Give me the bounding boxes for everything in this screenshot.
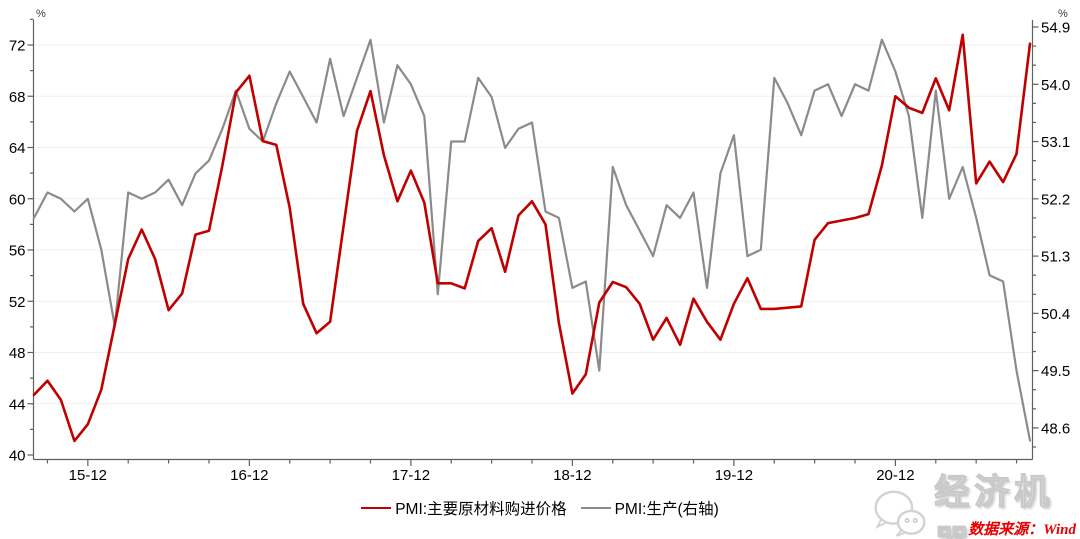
left-axis-tick-label: 44 xyxy=(9,396,26,413)
series-line-purchase-price xyxy=(32,33,1032,443)
right-axis-tick-label: 49.5 xyxy=(1041,363,1070,380)
right-axis-tick-label: 54.0 xyxy=(1041,77,1070,94)
left-axis-tick-label: 72 xyxy=(9,38,26,55)
right-axis-unit-label: % xyxy=(1058,8,1068,20)
left-axis-tick-label: 40 xyxy=(9,448,26,465)
left-axis-tick-label: 68 xyxy=(9,89,26,106)
left-axis-tick-label: 56 xyxy=(9,243,26,260)
legend-label-production: PMI:生产(右轴) xyxy=(614,501,719,518)
legend-item-purchase-price: PMI:主要原材料购进价格 xyxy=(361,497,567,519)
legend-item-production: PMI:生产(右轴) xyxy=(580,497,719,519)
legend-label-purchase-price: PMI:主要原材料购进价格 xyxy=(395,501,567,518)
left-axis-tick-label: 60 xyxy=(9,191,26,208)
x-axis-tick-label: 15-12 xyxy=(69,467,107,484)
left-axis-unit-label: % xyxy=(36,8,46,20)
left-axis-tick-label: 48 xyxy=(9,345,26,362)
x-axis-tick-label: 17-12 xyxy=(392,467,430,484)
series-line-production xyxy=(32,38,1032,442)
legend-line-swatch-gray xyxy=(580,506,611,510)
right-axis-tick-label: 51.3 xyxy=(1041,249,1070,266)
x-axis-tick-label: 16-12 xyxy=(230,467,268,484)
right-axis-tick-label: 52.2 xyxy=(1041,191,1070,208)
left-axis-tick-label: 64 xyxy=(9,140,26,157)
right-axis-tick-label: 53.1 xyxy=(1041,134,1070,151)
right-axis-tick-label: 54.9 xyxy=(1041,20,1070,37)
x-axis-tick-label: 20-12 xyxy=(876,467,914,484)
chart-legend: PMI:主要原材料购进价格 PMI:生产(右轴) xyxy=(0,497,1080,519)
left-axis-tick-label: 52 xyxy=(9,294,26,311)
data-source-label: 数据来源：Wind xyxy=(968,522,1076,538)
legend-line-swatch-red xyxy=(361,506,392,510)
x-axis-tick-label: 19-12 xyxy=(715,467,753,484)
right-axis-tick-label: 48.6 xyxy=(1041,420,1070,437)
right-axis-tick-label: 50.4 xyxy=(1041,306,1070,323)
x-axis-tick-label: 18-12 xyxy=(553,467,591,484)
